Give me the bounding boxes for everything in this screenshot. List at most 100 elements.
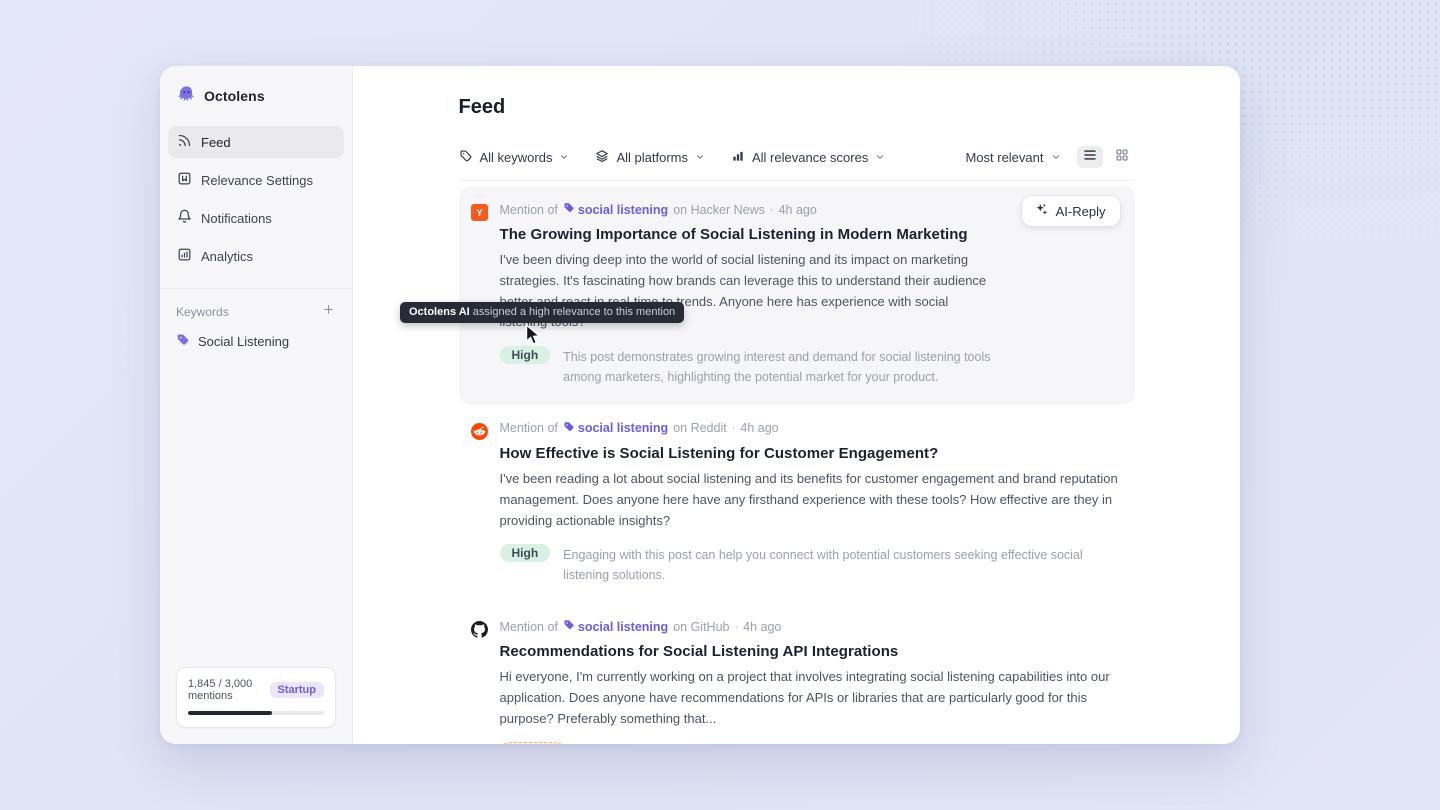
keyword-label: Social Listening [198,334,290,349]
keywords-header: Keywords [176,304,336,320]
relevance-badge-medium[interactable]: Medium [499,742,565,744]
feed-item-reddit[interactable]: Mention of social listening on Reddit · … [459,405,1135,603]
main-content: Feed All keywords All platforms [353,66,1240,744]
ai-reply-button[interactable]: AI-Reply [1021,196,1120,226]
mention-title[interactable]: How Effective is Social Listening for Cu… [499,444,939,462]
hackernews-icon: Y [470,204,488,221]
ai-relevance-note: This post indicates a demand for social … [578,742,1123,744]
layers-icon [595,149,609,166]
sidebar-divider [160,288,352,289]
meta-separator: · [734,620,739,633]
mention-meta: Mention of social listening on Reddit · … [500,421,1123,436]
tooltip-text: assigned a high relevance to this mentio… [469,306,676,318]
feed-icon [177,133,192,151]
tag-icon [563,619,575,634]
app-name: Octolens [204,88,265,104]
sidebar-item-label: Feed [201,134,231,150]
meta-separator: · [731,422,736,435]
tag-icon [563,202,575,217]
mention-title[interactable]: Recommendations for Social Listening API… [499,643,899,661]
mention-source: on Reddit [673,421,727,436]
sidebar-item-relevance-settings[interactable]: Relevance Settings [168,164,344,196]
bell-icon [177,209,192,227]
feed-item-github[interactable]: Mention of social listening on GitHub · … [459,603,1135,744]
list-view-button[interactable] [1076,146,1103,168]
keyword-label: social listening [577,421,669,436]
sidebar-nav: Feed Relevance Settings Notifications An… [168,126,344,272]
page-title: Feed [458,96,506,118]
usage-progress-track [188,711,324,715]
usage-progress-fill [188,711,272,715]
meta-separator: · [769,203,774,216]
mention-prefix: Mention of [499,421,558,436]
relevance-badge-high[interactable]: High [499,544,551,563]
plus-icon [322,303,335,321]
filter-all-platforms[interactable]: All platforms [595,149,705,166]
filter-all-keywords[interactable]: All keywords [459,149,570,166]
ai-reply-label: AI-Reply [1055,203,1106,219]
mention-time: 4h ago [740,421,779,436]
mention-title[interactable]: The Growing Importance of Social Listeni… [499,226,968,243]
app-logo: Octolens [176,84,336,108]
tooltip-bold-text: Octolens AI [409,306,470,318]
keyword-label: social listening [577,202,669,217]
relevance-row: Medium This post indicates a demand for … [499,742,1123,744]
tag-icon [459,149,473,166]
analytics-icon [177,247,192,265]
ai-relevance-tooltip: Octolens AI assigned a high relevance to… [400,302,685,323]
mention-source: on Hacker News [673,202,765,217]
list-view-icon [1083,148,1097,166]
bookmark-icon [177,171,192,189]
relevance-row: High Engaging with this post can help yo… [499,544,1123,585]
grid-view-icon [1115,148,1129,167]
octopus-logo-icon [177,84,196,108]
feed-item-hackernews[interactable]: Y Mention of social listening on Hacker … [458,186,1135,405]
github-icon [470,621,488,638]
mention-excerpt: Hi everyone, I'm currently working on a … [499,669,1110,726]
sidebar-item-analytics[interactable]: Analytics [168,240,344,272]
sort-dropdown[interactable]: Most relevant [965,150,1060,165]
sidebar-item-notifications[interactable]: Notifications [168,202,344,234]
relevance-row: High This post demonstrates growing inte… [499,346,1123,387]
sparkles-icon [1034,202,1049,220]
mention-meta: Mention of social listening on GitHub · … [500,619,1123,634]
mention-source: on GitHub [673,619,730,634]
keyword-label: social listening [577,619,669,634]
reddit-icon [470,422,488,440]
chevron-down-icon [695,150,705,165]
mention-time: 4h ago [743,619,782,634]
sidebar: Octolens Feed Relevance Settings Notific… [160,66,353,744]
tag-icon [176,333,190,350]
keywords-section-label: Keywords [176,305,229,319]
svg-text:Y: Y [476,208,483,219]
keyword-chip[interactable]: social listening [563,421,668,436]
mouse-cursor-icon [525,323,542,351]
mentions-usage-text: 1,845 / 3,000 mentions [188,678,253,702]
sidebar-item-label: Analytics [201,248,254,264]
filter-divider [458,180,1135,181]
filter-label: All platforms [616,149,688,165]
mention-excerpt: I've been reading a lot about social lis… [499,470,1118,528]
filter-bar: All keywords All platforms All relevance… [459,146,1135,168]
grid-view-button[interactable] [1109,146,1135,168]
sidebar-item-feed[interactable]: Feed [168,126,344,158]
filter-label: All keywords [479,149,553,165]
app-window: Octolens Feed Relevance Settings Notific… [160,66,1240,744]
feed-list: Y Mention of social listening on Hacker … [458,186,1135,744]
add-keyword-button[interactable] [320,304,336,320]
bar-chart-icon [731,149,745,166]
ai-relevance-note: Engaging with this post can help you con… [563,548,1083,582]
relevance-badge-high[interactable]: High [499,346,551,365]
keyword-chip[interactable]: social listening [563,619,668,634]
view-toggle [1076,146,1135,168]
filter-label: All relevance scores [752,149,869,165]
sidebar-item-label: Notifications [201,210,272,226]
mention-prefix: Mention of [499,619,558,634]
chevron-down-icon [1051,150,1061,165]
chevron-down-icon [559,150,569,165]
filter-all-relevance-scores[interactable]: All relevance scores [731,149,885,166]
keyword-chip[interactable]: social listening [563,202,668,217]
plan-badge: Startup [269,682,324,698]
sidebar-keyword-social-listening[interactable]: Social Listening [176,333,336,350]
mention-time: 4h ago [778,202,817,217]
